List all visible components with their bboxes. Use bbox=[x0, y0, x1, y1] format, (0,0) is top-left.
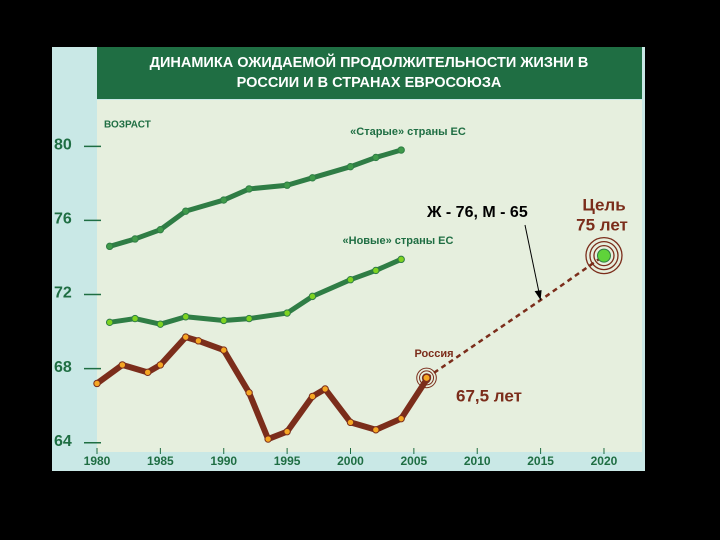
x-tick-label: 2015 bbox=[527, 454, 554, 468]
data-point bbox=[220, 346, 228, 354]
data-point bbox=[245, 314, 253, 323]
y-tick-label: 64 bbox=[54, 433, 72, 450]
series-label: «Старые» страны ЕС bbox=[350, 126, 466, 138]
data-point bbox=[131, 314, 139, 323]
data-point bbox=[194, 337, 203, 345]
y-axis-label: ВОЗРАСТ bbox=[104, 120, 151, 131]
data-point bbox=[308, 174, 317, 182]
chart-title: ДИНАМИКА ОЖИДАЕМОЙ ПРОДОЛЖИТЕЛЬНОСТИ ЖИЗ… bbox=[150, 53, 589, 71]
data-point bbox=[397, 146, 405, 154]
data-point bbox=[372, 153, 380, 162]
y-tick-label: 76 bbox=[54, 211, 72, 228]
x-tick-label: 1990 bbox=[210, 454, 237, 468]
data-point bbox=[156, 361, 165, 369]
target-ring bbox=[589, 240, 619, 271]
data-point bbox=[264, 435, 272, 443]
target-ring bbox=[593, 244, 615, 267]
data-point bbox=[156, 320, 165, 328]
data-point bbox=[308, 392, 317, 401]
x-tick-label: 1995 bbox=[274, 454, 301, 468]
target-ring bbox=[419, 370, 435, 386]
chart-title: РОССИИ И В СТРАНАХ ЕВРОСОЮЗА bbox=[237, 75, 502, 91]
data-point bbox=[397, 414, 405, 423]
annotation-arrow bbox=[524, 224, 542, 301]
x-tick-label: 2000 bbox=[337, 454, 364, 468]
x-tick-label: 1985 bbox=[147, 454, 174, 468]
data-point bbox=[182, 207, 190, 215]
series-line bbox=[94, 334, 430, 443]
data-point bbox=[321, 385, 329, 393]
data-point bbox=[346, 418, 355, 427]
data-point bbox=[308, 292, 317, 301]
title-box bbox=[97, 47, 642, 99]
data-point bbox=[118, 361, 127, 369]
data-point bbox=[156, 225, 165, 234]
data-point bbox=[245, 389, 253, 397]
arrow-head bbox=[534, 290, 542, 301]
target-ring bbox=[585, 236, 623, 275]
data-point bbox=[105, 318, 114, 327]
annotation: Цель bbox=[582, 195, 625, 214]
y-tick-label: 80 bbox=[54, 137, 72, 154]
data-point bbox=[346, 276, 355, 284]
data-point bbox=[220, 196, 228, 204]
data-point bbox=[220, 316, 228, 325]
data-point bbox=[182, 333, 190, 341]
data-point bbox=[93, 379, 101, 388]
plot-area bbox=[97, 100, 642, 452]
x-tick-label: 1980 bbox=[84, 454, 111, 468]
data-point bbox=[245, 185, 253, 193]
annotation: 67,5 лет bbox=[456, 386, 522, 405]
data-point bbox=[372, 426, 380, 434]
target-ring bbox=[421, 373, 432, 383]
data-point bbox=[283, 427, 291, 436]
x-tick-label: 2020 bbox=[591, 454, 618, 468]
data-point bbox=[346, 162, 355, 171]
data-point bbox=[131, 235, 139, 243]
target-marker bbox=[596, 248, 611, 263]
x-tick-label: 2010 bbox=[464, 454, 491, 468]
annotation: Ж - 76, М - 65 bbox=[426, 204, 528, 221]
data-point bbox=[143, 368, 152, 377]
data-point bbox=[105, 242, 114, 251]
data-point bbox=[283, 181, 291, 189]
y-tick-label: 68 bbox=[54, 359, 72, 376]
data-point bbox=[283, 309, 291, 317]
series-label: «Новые» страны ЕС bbox=[343, 235, 454, 247]
y-tick-label: 72 bbox=[54, 285, 72, 302]
annotation: 75 лет bbox=[576, 215, 628, 234]
data-point bbox=[182, 313, 190, 321]
series-label: Россия bbox=[414, 348, 453, 360]
data-point bbox=[397, 255, 405, 264]
target-ring bbox=[416, 367, 437, 389]
x-tick-label: 2005 bbox=[401, 454, 428, 468]
data-point bbox=[372, 266, 380, 275]
current-marker bbox=[422, 373, 431, 382]
